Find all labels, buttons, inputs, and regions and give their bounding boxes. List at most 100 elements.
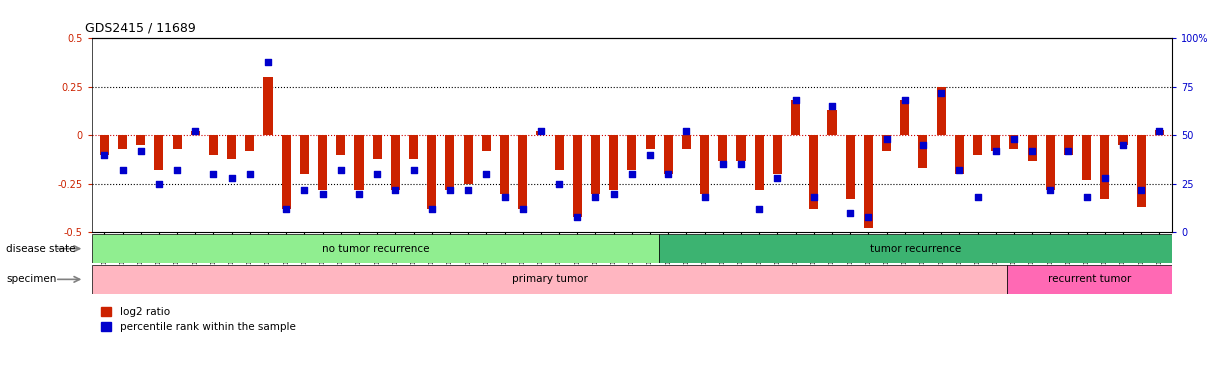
Bar <box>354 136 364 190</box>
Point <box>1022 148 1042 154</box>
Point <box>549 181 569 187</box>
Bar <box>427 136 436 209</box>
Bar <box>628 136 636 170</box>
Bar <box>591 136 600 194</box>
Bar <box>100 136 109 155</box>
Point <box>950 167 969 173</box>
Point <box>222 175 242 181</box>
Point <box>731 161 751 167</box>
Bar <box>755 136 764 190</box>
Point <box>186 128 205 134</box>
Point <box>676 128 696 134</box>
Bar <box>810 136 818 209</box>
Point <box>331 167 350 173</box>
Bar <box>409 136 418 159</box>
Bar <box>264 77 272 136</box>
Point <box>658 171 678 177</box>
Bar <box>900 101 910 136</box>
Point <box>1095 175 1115 181</box>
Text: disease state: disease state <box>6 243 76 254</box>
Bar <box>882 136 891 151</box>
Text: recurrent tumor: recurrent tumor <box>1048 274 1132 285</box>
Bar <box>1155 129 1164 136</box>
Bar <box>499 136 509 194</box>
Bar <box>464 136 473 184</box>
Bar <box>664 136 673 174</box>
Bar <box>828 110 836 136</box>
Bar <box>718 136 728 161</box>
Bar <box>1118 136 1127 145</box>
Bar <box>573 136 582 217</box>
Point <box>259 59 278 65</box>
Bar <box>1010 136 1018 149</box>
Bar <box>1045 136 1055 190</box>
Bar <box>554 136 564 170</box>
Bar <box>659 234 1172 263</box>
Bar <box>391 136 400 190</box>
Point <box>368 171 387 177</box>
Bar <box>245 136 254 151</box>
Point <box>531 128 551 134</box>
Legend: log2 ratio, percentile rank within the sample: log2 ratio, percentile rank within the s… <box>96 303 299 336</box>
Bar <box>300 136 309 174</box>
Bar <box>172 136 182 149</box>
Text: primary tumor: primary tumor <box>512 274 587 285</box>
Point <box>404 167 424 173</box>
Bar <box>991 136 1000 151</box>
Point <box>1114 142 1133 148</box>
Point <box>695 194 714 200</box>
Point <box>167 167 187 173</box>
Point <box>1132 187 1151 193</box>
Bar <box>317 136 327 190</box>
Point <box>932 89 951 96</box>
Bar <box>1100 136 1110 199</box>
Point <box>1077 194 1096 200</box>
Bar <box>209 136 219 155</box>
Point <box>803 194 823 200</box>
Point <box>568 214 587 220</box>
Bar <box>92 234 659 263</box>
Point <box>204 171 223 177</box>
Point <box>422 206 442 212</box>
Bar <box>154 136 164 170</box>
Bar <box>336 136 346 155</box>
Bar <box>937 87 946 136</box>
Bar <box>1063 136 1073 155</box>
Point <box>968 194 988 200</box>
Point <box>913 142 933 148</box>
Point <box>1150 128 1170 134</box>
Point <box>1059 148 1078 154</box>
Point <box>768 175 788 181</box>
Point <box>241 171 260 177</box>
Bar <box>282 136 291 209</box>
Point <box>858 214 878 220</box>
Bar <box>646 136 654 149</box>
Bar <box>609 136 618 190</box>
Point <box>313 190 332 197</box>
Bar <box>482 136 491 151</box>
Point <box>294 187 314 193</box>
Bar <box>681 136 691 149</box>
Bar <box>118 136 127 149</box>
Point <box>786 98 806 104</box>
Bar <box>92 265 1007 294</box>
Point <box>822 103 841 109</box>
Point <box>985 148 1005 154</box>
Text: specimen: specimen <box>6 274 56 285</box>
Bar <box>1028 136 1037 161</box>
Point <box>1004 136 1023 142</box>
Bar <box>446 136 454 190</box>
Bar <box>518 136 527 209</box>
Text: tumor recurrence: tumor recurrence <box>871 243 961 254</box>
Bar <box>955 136 963 174</box>
Point <box>149 181 168 187</box>
Point <box>586 194 606 200</box>
Bar <box>137 136 145 145</box>
Point <box>713 161 733 167</box>
Point <box>276 206 295 212</box>
Point <box>94 152 114 158</box>
Bar <box>773 136 781 174</box>
Bar <box>918 136 928 168</box>
Bar <box>863 136 873 228</box>
Point <box>476 171 496 177</box>
